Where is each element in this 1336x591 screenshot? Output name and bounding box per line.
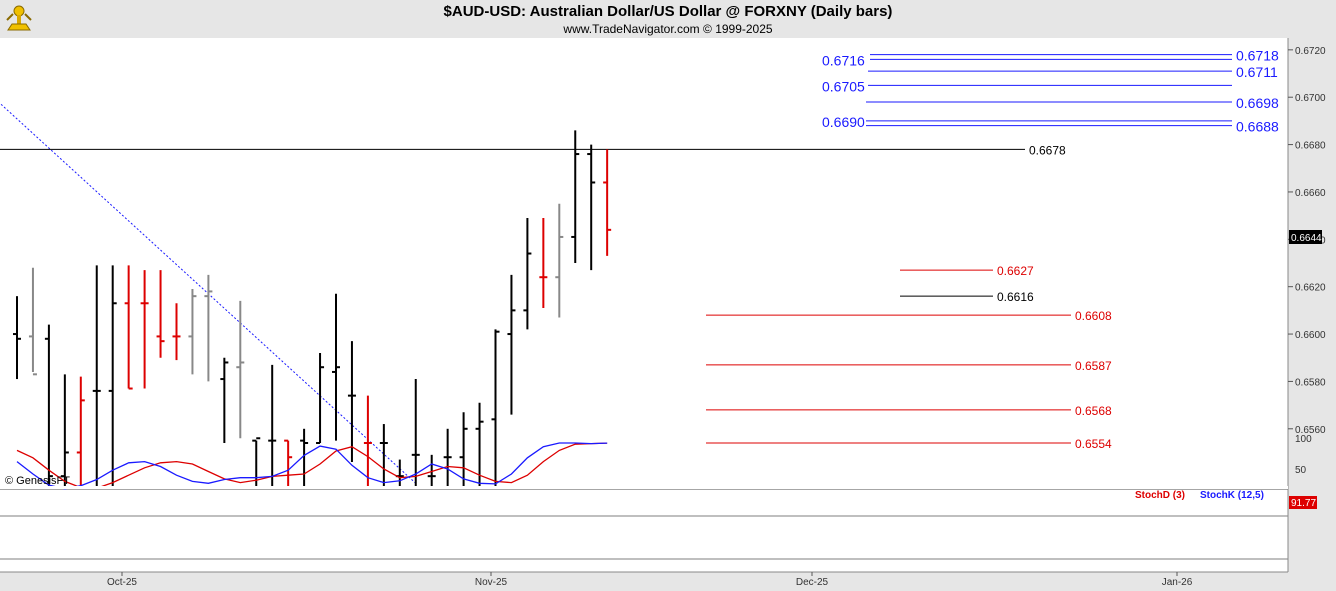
last-stoch-label: 91.77	[1291, 498, 1316, 509]
level-label-0.6698: 0.6698	[1236, 95, 1279, 111]
ohlc-bar	[603, 149, 612, 256]
ohlc-bar	[236, 300, 245, 439]
price-tick-label: 0.6620	[1295, 283, 1326, 294]
price-tick-label: 0.6600	[1295, 330, 1326, 341]
stochd-line	[16, 442, 608, 489]
date-tick-label: Oct-25	[107, 577, 137, 588]
ohlc-bar	[124, 265, 133, 390]
chart-title: $AUD-USD: Australian Dollar/US Dollar @ …	[443, 3, 893, 20]
ohlc-bar	[300, 428, 309, 488]
date-axis: Oct-25 Nov-25 Dec-25 Jan-26	[107, 572, 1193, 588]
ohlc-bar	[284, 439, 293, 488]
ohlc-bar	[13, 296, 21, 380]
ohlc-bar	[204, 274, 213, 382]
level-label-0.6705: 0.6705	[822, 78, 865, 94]
date-tick-label: Nov-25	[475, 577, 508, 588]
date-tick-label: Dec-25	[796, 577, 829, 588]
ohlc-bar	[587, 144, 596, 271]
price-panel-background	[0, 38, 1288, 488]
watermark: © GenesisFT	[5, 475, 70, 487]
ohlc-bar	[347, 341, 356, 462]
stochd-legend: StochD (3)	[1135, 490, 1185, 501]
last-stoch-box	[1289, 496, 1317, 509]
price-tick-label: 0.6560	[1295, 425, 1326, 436]
ohlc-bar	[172, 303, 181, 361]
ohlc-bar	[268, 364, 277, 488]
ohlc-bar	[491, 329, 500, 488]
level-label-0.6616: 0.6616	[997, 290, 1034, 304]
ohlc-bar	[108, 265, 117, 488]
ohlc-bar	[188, 289, 197, 375]
ohlc-bar	[60, 374, 69, 488]
level-label-0.6716: 0.6716	[822, 52, 865, 68]
level-label-0.6690: 0.6690	[822, 114, 865, 130]
level-label-0.6718: 0.6718	[1236, 48, 1279, 64]
ohlc-bar	[459, 412, 468, 488]
stochastic-panel-background	[0, 490, 1288, 572]
ohlc-bar	[44, 324, 53, 488]
ohlc-bar	[555, 203, 564, 318]
ohlc-bar	[156, 270, 165, 358]
ohlc-bar	[571, 130, 580, 263]
ohlc-bar	[92, 265, 101, 488]
last-price-label: 0.6644	[1291, 233, 1322, 244]
trade-navigator-logo-icon	[6, 5, 32, 31]
price-tick-label: 0.6660	[1295, 188, 1326, 199]
ohlc-bar	[443, 428, 452, 488]
stoch-tick-label: 100	[1295, 434, 1312, 445]
ohlc-bar	[76, 376, 85, 488]
price-tick-label: 0.6580	[1295, 377, 1326, 388]
level-label-0.6608: 0.6608	[1075, 309, 1112, 323]
stochk-line	[16, 442, 608, 490]
level-label-0.6711: 0.6711	[1236, 64, 1278, 80]
level-label-0.6678: 0.6678	[1029, 143, 1066, 157]
ohlc-bar	[220, 357, 229, 443]
price-tick-label: 0.6700	[1295, 93, 1326, 104]
price-panel-cover	[0, 486, 1288, 489]
price-tick-label: 0.6680	[1295, 141, 1326, 152]
levels-layer: 0.6718 0.6716 0.6711 0.6705 0.6698 0.6690 0.66…	[0, 48, 1279, 451]
ohlc-bar	[539, 218, 548, 308]
level-label-0.6627: 0.6627	[997, 264, 1034, 278]
ohlc-bar	[379, 424, 388, 488]
ohlc-bar	[316, 353, 325, 444]
ohlc-bar	[363, 395, 372, 488]
stoch-tick-label: 50	[1295, 465, 1307, 476]
ohlc-bar	[411, 379, 420, 488]
ohlc-bar	[28, 267, 37, 376]
chart-subtitle: www.TradeNavigator.com © 1999-2025	[563, 22, 773, 36]
chart-header: $AUD-USD: Australian Dollar/US Dollar @ …	[0, 0, 1336, 38]
ohlc-bar	[523, 218, 532, 330]
ohlc-bar	[332, 293, 340, 441]
level-label-0.6554: 0.6554	[1075, 437, 1112, 451]
ohlc-bar	[475, 402, 484, 488]
date-tick-label: Jan-26	[1162, 577, 1193, 588]
stochk-legend: StochK (12,5)	[1200, 490, 1264, 501]
ohlc-bars	[13, 130, 612, 488]
price-tick-label: 0.6720	[1295, 46, 1326, 57]
ohlc-bar	[140, 270, 149, 389]
ohlc-bar	[507, 274, 516, 415]
stochastic-panel: 100 50	[16, 434, 1312, 490]
last-price-box	[1289, 230, 1322, 244]
level-label-0.6568: 0.6568	[1075, 404, 1112, 418]
level-label-0.6587: 0.6587	[1075, 359, 1112, 373]
level-label-0.6688: 0.6688	[1236, 119, 1279, 135]
